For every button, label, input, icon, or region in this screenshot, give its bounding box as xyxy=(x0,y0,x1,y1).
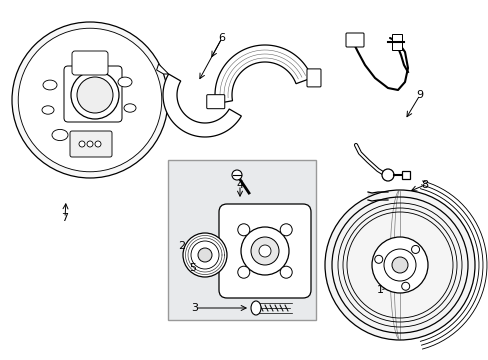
Ellipse shape xyxy=(52,129,68,141)
Ellipse shape xyxy=(97,144,107,152)
Circle shape xyxy=(241,227,288,275)
Circle shape xyxy=(18,28,162,172)
FancyBboxPatch shape xyxy=(346,33,363,47)
Circle shape xyxy=(87,141,93,147)
Circle shape xyxy=(401,282,409,290)
Ellipse shape xyxy=(77,77,113,113)
Polygon shape xyxy=(156,64,168,74)
Circle shape xyxy=(250,237,279,265)
FancyBboxPatch shape xyxy=(70,131,112,157)
FancyBboxPatch shape xyxy=(206,95,224,109)
Text: 4: 4 xyxy=(236,180,243,190)
Circle shape xyxy=(95,141,101,147)
Circle shape xyxy=(183,233,226,277)
Text: 6: 6 xyxy=(218,33,225,43)
FancyBboxPatch shape xyxy=(72,51,108,75)
Circle shape xyxy=(231,170,242,180)
Text: 2: 2 xyxy=(178,241,185,251)
Circle shape xyxy=(237,266,249,278)
Bar xyxy=(391,34,401,50)
Circle shape xyxy=(259,245,270,257)
Text: 3: 3 xyxy=(191,303,198,313)
Text: 8: 8 xyxy=(421,180,427,190)
Ellipse shape xyxy=(118,77,132,87)
Ellipse shape xyxy=(124,104,136,112)
Circle shape xyxy=(325,190,474,340)
Bar xyxy=(401,171,409,179)
Circle shape xyxy=(381,169,393,181)
Circle shape xyxy=(371,237,427,293)
Circle shape xyxy=(374,255,382,263)
Text: 1: 1 xyxy=(376,285,383,295)
Circle shape xyxy=(280,224,292,236)
Ellipse shape xyxy=(71,71,119,119)
Text: 9: 9 xyxy=(416,90,423,100)
Circle shape xyxy=(280,266,292,278)
Polygon shape xyxy=(215,45,311,104)
Circle shape xyxy=(391,257,407,273)
Circle shape xyxy=(198,248,212,262)
FancyBboxPatch shape xyxy=(306,69,320,87)
FancyBboxPatch shape xyxy=(219,204,310,298)
Text: 7: 7 xyxy=(61,213,68,223)
Text: 5: 5 xyxy=(189,263,196,273)
Circle shape xyxy=(383,249,415,281)
Polygon shape xyxy=(163,74,241,137)
Circle shape xyxy=(411,246,419,253)
Ellipse shape xyxy=(250,301,261,315)
Circle shape xyxy=(12,22,168,178)
Bar xyxy=(168,160,315,320)
Ellipse shape xyxy=(43,80,57,90)
Circle shape xyxy=(79,141,85,147)
Ellipse shape xyxy=(75,141,85,149)
Circle shape xyxy=(191,241,219,269)
Ellipse shape xyxy=(42,106,54,114)
Circle shape xyxy=(237,224,249,236)
